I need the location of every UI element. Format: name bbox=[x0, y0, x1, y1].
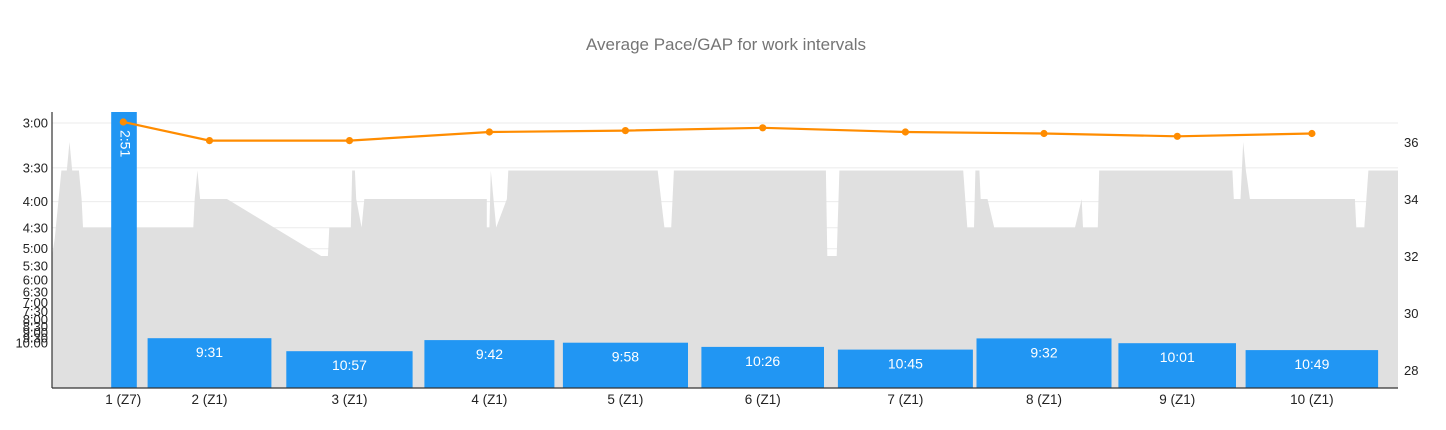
y-tick-label: 8:00 bbox=[23, 312, 48, 327]
y2-tick-label: 36 bbox=[1404, 135, 1418, 150]
y2-tick-label: 32 bbox=[1404, 249, 1418, 264]
bar-label: 9:31 bbox=[196, 344, 223, 360]
bar-label: 9:42 bbox=[476, 346, 503, 362]
y-tick-label: 5:00 bbox=[23, 241, 48, 256]
bar-label: 10:57 bbox=[332, 357, 367, 373]
line-point bbox=[205, 137, 214, 145]
y-tick-label: 7:00 bbox=[23, 295, 48, 310]
line-series bbox=[119, 118, 1316, 145]
x-tick-label: 1 (Z7) bbox=[105, 392, 141, 407]
line-path bbox=[123, 120, 1312, 142]
bar-label: 10:49 bbox=[1294, 356, 1329, 372]
y-tick-label: 3:00 bbox=[23, 116, 48, 131]
bar bbox=[701, 346, 824, 388]
y2-tick-label: 28 bbox=[1404, 363, 1418, 378]
y2-tick-label: 30 bbox=[1404, 306, 1418, 321]
line-point bbox=[345, 137, 354, 145]
line-point bbox=[1308, 129, 1316, 138]
bar-label: 9:58 bbox=[612, 349, 639, 365]
bar-label: 10:26 bbox=[745, 353, 780, 369]
y-tick-label: 4:00 bbox=[23, 194, 48, 209]
line-point bbox=[621, 127, 630, 135]
line-point bbox=[119, 118, 127, 126]
line-point bbox=[1040, 129, 1048, 138]
y-tick-label: 6:30 bbox=[23, 285, 48, 300]
bars bbox=[111, 112, 1379, 388]
x-tick-label: 10 (Z1) bbox=[1290, 392, 1334, 407]
y-tick-label: 5:30 bbox=[23, 258, 48, 273]
x-tick-label: 8 (Z1) bbox=[1026, 392, 1062, 407]
bar-label: 2:51 bbox=[117, 130, 133, 157]
line-point bbox=[485, 128, 493, 136]
labels: 3:00 3:30 4:00 4:30 5:00 5:306:006:307:007:30… bbox=[15, 116, 1418, 408]
bar bbox=[147, 338, 272, 388]
y-tick-label: 9:30 bbox=[23, 331, 48, 346]
bar bbox=[111, 112, 137, 388]
x-tick-label: 6 (Z1) bbox=[745, 392, 781, 407]
y2-tick-label: 34 bbox=[1404, 192, 1418, 207]
line-point bbox=[759, 124, 767, 132]
bar bbox=[976, 338, 1112, 388]
y-tick-label: 9:00 bbox=[23, 325, 48, 340]
x-tick-label: 2 (Z1) bbox=[191, 392, 227, 407]
x-tick-label: 4 (Z1) bbox=[471, 392, 507, 407]
y-tick-label: 8:30 bbox=[23, 319, 48, 334]
line-point bbox=[1173, 132, 1181, 140]
x-tick-label: 9 (Z1) bbox=[1159, 392, 1195, 407]
bar bbox=[286, 351, 413, 388]
area-profile bbox=[52, 142, 1398, 388]
background-area bbox=[52, 142, 1398, 388]
y-tick-label: 10:00 bbox=[15, 336, 48, 351]
bar-label: 9:32 bbox=[1030, 344, 1057, 360]
bar bbox=[424, 340, 555, 388]
x-tick-label: 5 (Z1) bbox=[607, 392, 643, 407]
x-tick-label: 3 (Z1) bbox=[331, 392, 367, 407]
x-tick-label: 7 (Z1) bbox=[887, 392, 923, 407]
bar-label: 10:45 bbox=[888, 356, 923, 372]
y-tick-label: 7:30 bbox=[23, 304, 48, 319]
bar bbox=[1118, 343, 1236, 388]
chart-title: Average Pace/GAP for work intervals bbox=[586, 35, 866, 54]
axes bbox=[51, 112, 1398, 389]
y-tick-label: 6:00 bbox=[23, 273, 48, 288]
bar bbox=[1245, 350, 1379, 388]
bar bbox=[562, 342, 688, 388]
line-point bbox=[901, 128, 910, 136]
y-tick-label: 4:30 bbox=[23, 220, 48, 235]
bar bbox=[837, 349, 973, 388]
bar-label: 10:01 bbox=[1160, 349, 1195, 365]
y-tick-label: 3:30 bbox=[23, 160, 48, 175]
